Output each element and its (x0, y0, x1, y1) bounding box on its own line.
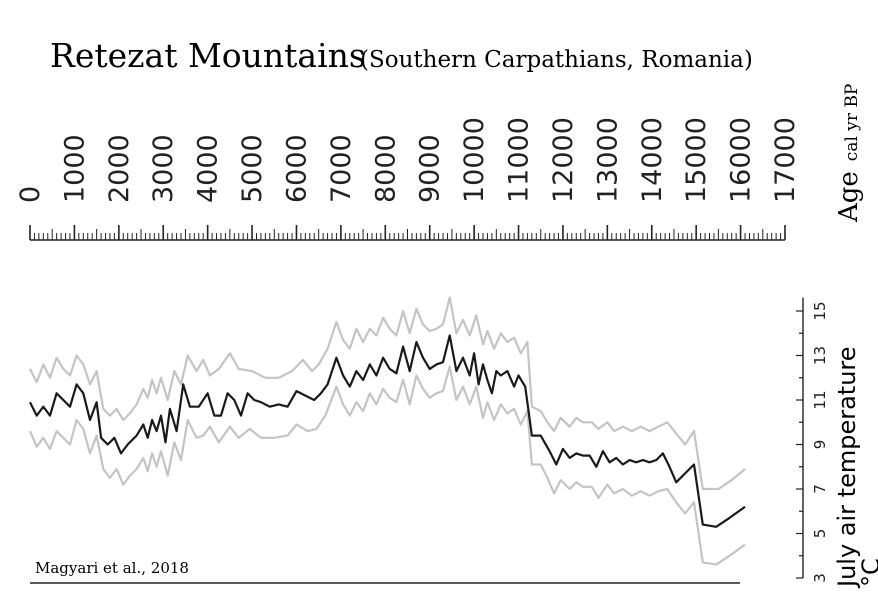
series-line-bound (29, 296, 746, 491)
age-tick-label: 10000 (459, 117, 490, 203)
age-tick-labels: 0 1000 2000 3000 4000 5000 6000 7000 8000 9000 100… (15, 117, 801, 203)
chart-title: Retezat Mountains (50, 36, 366, 75)
age-tick-label: 1000 (59, 134, 90, 203)
age-unit: cal yr BP (842, 84, 862, 162)
age-tick-label: 11000 (504, 117, 535, 203)
temperature-tick-label: 3 (811, 573, 829, 583)
age-tick-label: 4000 (193, 134, 224, 203)
temperature-tick-label: 11 (811, 390, 829, 409)
age-tick-label: 15000 (681, 117, 712, 203)
temperature-tick-label: 5 (811, 529, 829, 539)
chart-subtitle: (Southern Carpathians, Romania) (360, 47, 753, 73)
age-axis-title: Age cal yr BP (834, 84, 864, 223)
age-tick-label: 12000 (548, 117, 579, 203)
age-tick-label: 5000 (237, 134, 268, 203)
yunit: °C (857, 558, 878, 587)
credit-text: Magyari et al., 2018 (35, 559, 189, 577)
age-axis (29, 225, 786, 241)
age-tick-label: 17000 (770, 117, 801, 203)
age-tick-label: 9000 (415, 134, 446, 203)
temperature-tick-label: 7 (811, 484, 829, 494)
ylabel: July air temperature (833, 346, 861, 589)
series-line-reconstruction (29, 334, 746, 528)
temperature-tick-label: 9 (811, 440, 829, 450)
age-tick-label: 16000 (726, 117, 757, 203)
svg-text:Age cal yr BP: Age cal yr BP (834, 84, 864, 223)
series-line-bound (28, 365, 746, 566)
age-tick-label: 8000 (370, 134, 401, 203)
temperature-axis (796, 297, 804, 579)
temperature-tick-labels: 3 5 7 9 11 13 15 (811, 301, 829, 582)
age-label: Age (834, 171, 864, 223)
temperature-axis-title: July air temperature °C (833, 346, 878, 589)
age-tick-label: 7000 (326, 134, 357, 203)
age-tick-label: 2000 (104, 134, 135, 203)
age-tick-label: 14000 (637, 117, 668, 203)
age-tick-label: 3000 (148, 134, 179, 203)
series-lines (28, 296, 746, 566)
temperature-tick-label: 15 (811, 301, 829, 320)
age-tick-label: 6000 (281, 134, 312, 203)
age-tick-label: 13000 (592, 117, 623, 203)
temperature-tick-label: 13 (811, 346, 829, 365)
age-tick-label: 0 (15, 186, 46, 203)
